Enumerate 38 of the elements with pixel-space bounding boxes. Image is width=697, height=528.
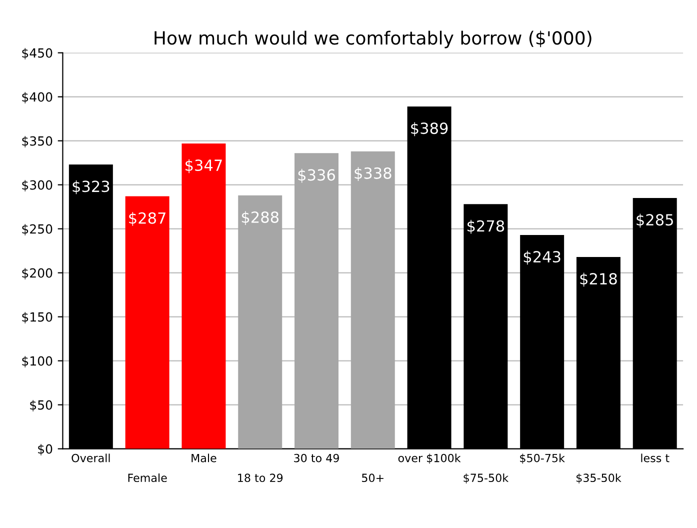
y-tick-label: $350 — [22, 136, 52, 148]
x-tick-label: $75-50k — [464, 473, 509, 484]
y-tick-label: $450 — [22, 48, 52, 60]
x-tick-label: $50-75k — [520, 454, 565, 464]
data-label: $288 — [242, 211, 278, 225]
bar — [125, 196, 170, 449]
x-tick-label: Female — [128, 473, 167, 482]
data-label: $336 — [298, 168, 335, 183]
y-tick-label: $100 — [22, 356, 52, 368]
bar — [350, 151, 395, 449]
chart-title: How much would we comfortably borrow ($'000) — [154, 30, 592, 48]
data-label: $287 — [129, 212, 166, 226]
data-label: $218 — [580, 272, 617, 287]
data-label: $338 — [354, 167, 392, 181]
x-tick-label: 18 to 29 — [238, 474, 283, 482]
x-tick-label: Male — [192, 454, 216, 462]
bar — [294, 153, 338, 449]
y-tick-label: $200 — [22, 268, 52, 280]
x-tick-label: less t — [641, 454, 670, 462]
x-tick-label: 30 to 49 — [294, 454, 339, 462]
data-label: $243 — [524, 250, 560, 265]
y-tick-label: $50 — [30, 400, 52, 412]
bar — [182, 143, 226, 449]
data-label: $278 — [468, 220, 504, 234]
x-tick-label: over $100k — [398, 454, 461, 464]
x-tick-label: Overall — [72, 454, 110, 462]
data-label: $347 — [186, 159, 222, 174]
y-tick-label: $0 — [38, 444, 52, 456]
data-label: $285 — [636, 214, 673, 228]
y-tick-label: $250 — [22, 224, 52, 236]
data-label: $389 — [411, 122, 448, 136]
y-tick-label: $400 — [22, 92, 52, 104]
data-label: $323 — [72, 180, 110, 194]
x-tick-label: $35-50k — [576, 473, 622, 484]
x-tick-label: 50+ — [362, 474, 384, 482]
bar — [238, 195, 282, 449]
y-tick-label: $300 — [22, 180, 52, 192]
y-tick-label: $150 — [22, 312, 52, 324]
